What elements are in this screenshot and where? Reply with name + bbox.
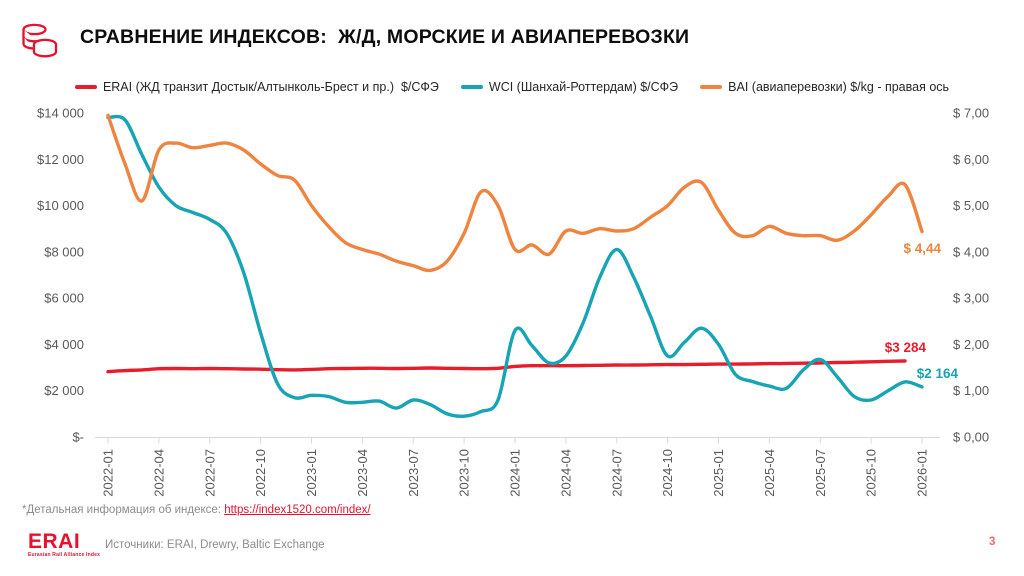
x-axis-label: 2024-01 [508,449,523,497]
legend-item-bai: BAI (авиаперевозки) $/kg - правая ось [700,80,949,94]
left-axis-label: $- [72,430,84,445]
legend-label-wci: WCI (Шанхай-Роттердам) $/СФЭ [488,80,679,94]
left-axis-label: $6 000 [44,291,84,306]
x-axis-label: 2026-01 [915,449,930,497]
data-label: $2 164 [917,366,959,381]
left-axis-label: $12 000 [37,152,84,167]
left-axis-label: $8 000 [44,244,84,259]
left-axis-label: $2 000 [44,383,84,398]
right-axis-label: $ 0,00 [953,430,989,445]
bai-line-marker [700,85,723,89]
page-number: 3 [989,536,996,548]
x-axis-label: 2022-01 [101,449,116,497]
legend-label-erai: ERAI (ЖД транзит Достык/Алтынколь-Брест … [102,80,439,94]
wci-line-marker [460,85,483,89]
legend-label-bai: BAI (авиаперевозки) $/kg - правая ось [728,80,950,94]
right-axis-label: $ 1,00 [953,383,989,398]
index1520-link[interactable]: https://index1520.com/index/ [224,504,371,516]
page-title: СРАВНЕНИЕ ИНДЕКСОВ: Ж/Д, МОРСКИЕ И АВИАП… [80,26,690,48]
x-axis-label: 2023-07 [406,449,421,497]
left-axis-label: $10 000 [37,198,84,213]
footnote: *Детальная информация об индексе: https:… [22,504,371,516]
series-line-1 [106,114,924,418]
x-axis-label: 2025-07 [813,449,828,497]
right-axis-label: $ 5,00 [953,198,989,213]
erai-line-marker [74,85,97,89]
erai-logo: ERAI Eurasian Rail Alliance Index [28,531,100,558]
left-axis-label: $4 000 [44,337,84,352]
right-axis-label: $ 6,00 [953,152,989,167]
right-axis-label: $ 2,00 [953,337,989,352]
legend-item-wci: WCI (Шанхай-Роттердам) $/СФЭ [460,80,679,94]
x-axis-label: 2025-10 [864,449,879,497]
series-line-2 [106,113,924,273]
x-axis-label: 2022-04 [151,449,166,497]
x-axis-label: 2025-04 [762,449,777,497]
x-axis-label: 2024-10 [660,449,675,497]
data-label: $ 4,44 [903,241,941,256]
x-axis-label: 2024-07 [609,449,624,497]
x-axis-label: 2024-04 [558,449,573,497]
x-axis-label: 2022-07 [202,449,217,497]
left-axis-label: $14 000 [37,106,84,121]
sources-text: Источники: ERAI, Drewry, Baltic Exchange [105,539,325,551]
erai-logo-text: ERAI [28,530,81,553]
chart-legend: ERAI (ЖД транзит Достык/Алтынколь-Брест … [0,80,1024,94]
right-axis-label: $ 4,00 [953,244,989,259]
legend-item-erai: ERAI (ЖД транзит Достык/Алтынколь-Брест … [74,80,439,94]
data-label: $3 284 [885,340,927,355]
right-axis-label: $ 3,00 [953,291,989,306]
x-axis-label: 2023-10 [457,449,472,497]
coins-icon [22,23,58,58]
footnote-text: *Детальная информация об индексе: [22,504,225,516]
erai-logo-tagline: Eurasian Rail Alliance Index [28,552,101,558]
x-axis-label: 2022-10 [253,449,268,497]
right-axis-label: $ 7,00 [953,106,989,121]
x-axis-label: 2023-04 [355,449,370,497]
x-axis-label: 2025-01 [711,449,726,497]
x-axis-label: 2023-01 [304,449,319,497]
